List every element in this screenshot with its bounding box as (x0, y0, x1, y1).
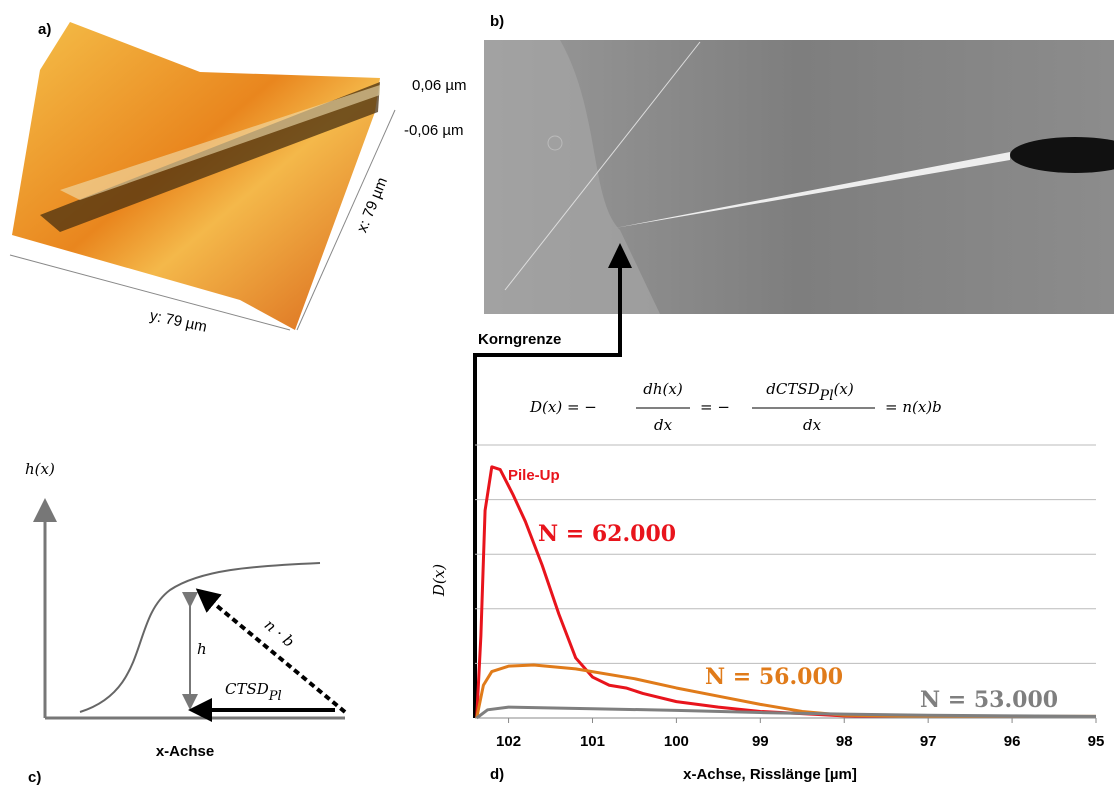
axis-label: y: 79 µm (148, 307, 208, 336)
x-tick-label: 97 (920, 733, 937, 750)
afm-image (9, 22, 396, 331)
axis-label: x: 79 µm (354, 175, 391, 235)
series-label: N = 62.000 (538, 521, 676, 547)
x-tick-label: 96 (1004, 733, 1021, 750)
formula-part: D(x) = − (529, 398, 597, 416)
slope-arrow (195, 588, 347, 714)
formula-part: = n(x)b (885, 398, 942, 416)
panel-label: c) (28, 769, 41, 786)
panel-label: d) (490, 766, 504, 783)
x-tick-label: 98 (836, 733, 853, 750)
formula-part: dh(x) (643, 380, 683, 398)
z-label: 0,06 µm (412, 77, 467, 94)
formula-part: dCTSD (766, 380, 819, 398)
plot: 102 101 100 99 98 97 96 95 N = 62.000 N = 56.000 N… (475, 444, 1105, 750)
x-axis-label: x-Achse, Risslänge [µm] (683, 766, 857, 783)
series-label: N = 53.000 (920, 687, 1058, 713)
data-line (475, 705, 1097, 720)
grain-boundary-arrow (473, 268, 622, 718)
arrow-label: Korngrenze (478, 331, 561, 348)
formula-part: dx (803, 416, 822, 434)
ctsd-text: CTSD (225, 680, 269, 698)
data-line (475, 465, 1096, 719)
y-label: h(x) (25, 460, 55, 478)
panel-label: a) (38, 21, 51, 38)
z-label: -0,06 µm (404, 122, 464, 139)
formula-part: = − (700, 398, 730, 416)
arrow-head (608, 243, 632, 268)
profile-curve (79, 562, 321, 713)
height-label: h (197, 640, 207, 658)
series-label: N = 56.000 (705, 664, 843, 690)
x-tick-label: 95 (1088, 733, 1105, 750)
formula-part: (x) (834, 380, 854, 398)
x-tick-label: 99 (752, 733, 769, 750)
x-tick-label: 100 (664, 733, 689, 750)
formula-sub: Pl (819, 388, 834, 404)
x-label: x-Achse (156, 743, 214, 760)
x-tick-label: 102 (496, 733, 521, 750)
annotation: Pile-Up (508, 467, 560, 484)
y-axis-label: D(x) (430, 564, 448, 597)
ctsd-label: CTSDPl (225, 680, 282, 704)
formula-part: dCTSDPl(x) (766, 380, 854, 404)
x-tick-label: 101 (580, 733, 605, 750)
panel-label: b) (490, 13, 504, 30)
ctsd-sub: Pl (268, 689, 282, 704)
sem-image (484, 40, 1114, 314)
formula-part: dx (654, 416, 673, 434)
formula: D(x) = − dh(x) dx = − dCTSDPl(x) dx = n(… (529, 380, 942, 434)
